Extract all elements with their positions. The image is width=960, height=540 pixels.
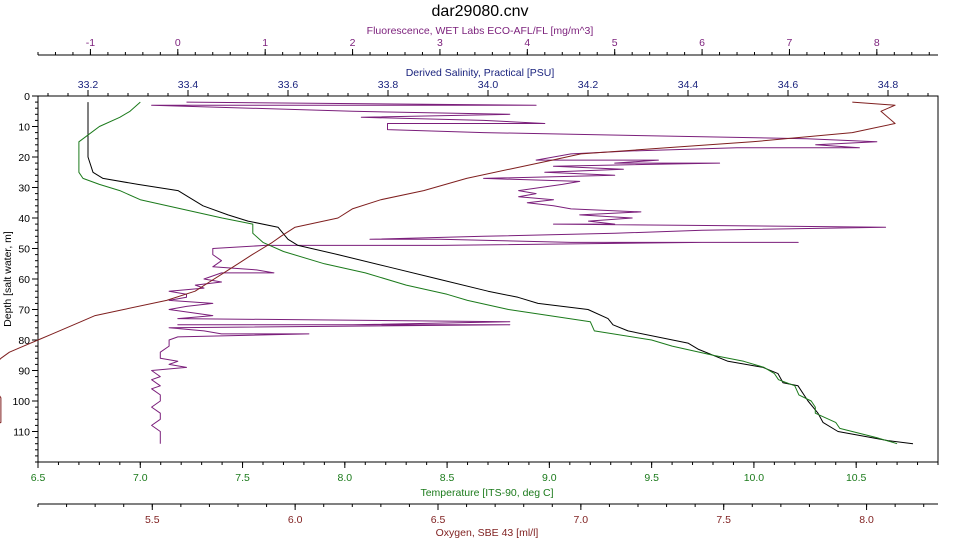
salinity-tick-label: 34.4: [678, 79, 699, 91]
oxygen-series-line: [0, 101, 896, 424]
temperature-tick-label: 7.5: [235, 472, 250, 484]
salinity-tick-label: 33.2: [78, 79, 99, 91]
oxygen-axis-label: Oxygen, SBE 43 [ml/l]: [436, 527, 539, 539]
fluorescence-axis: -1 0 1 2 3 4 5 6 7 8: [37, 37, 938, 56]
depth-tick-label: 90: [18, 366, 30, 378]
fluorescence-tick-label: 7: [787, 37, 793, 49]
depth-tick-label: 110: [13, 427, 30, 439]
oxygen-tick-label: 6.0: [288, 514, 303, 526]
fluorescence-axis-label: Fluorescence, WET Labs ECO-AFL/FL [mg/m^…: [367, 25, 594, 37]
oxygen-tick-label: 8.0: [859, 514, 874, 526]
salinity-tick-label: 34.0: [478, 79, 499, 91]
series-layer: [0, 101, 914, 445]
salinity-axis: 33.2 33.4 33.6 33.8 34.0 34.2 34.4 34.6 34.8: [38, 79, 938, 97]
salinity-axis-label: Derived Salinity, Practical [PSU]: [406, 67, 555, 79]
temperature-tick-label: 8.0: [338, 472, 353, 484]
salinity-tick-label: 33.8: [378, 79, 399, 91]
temperature-tick-label: 9.0: [542, 472, 557, 484]
temperature-tick-label: 9.5: [644, 472, 659, 484]
depth-tick-label: 80: [18, 335, 30, 347]
temperature-tick-label: 6.5: [31, 472, 46, 484]
fluorescence-tick-label: 8: [874, 37, 880, 49]
depth-tick-label: 20: [18, 152, 30, 164]
chart-title: dar29080.cnv: [432, 3, 529, 20]
depth-axis: 0 10 20 30 40 50 60 70 80 90 100 110: [12, 91, 38, 463]
fluorescence-tick-label: 3: [437, 37, 443, 49]
fluorescence-tick-label: -1: [86, 37, 95, 49]
salinity-tick-label: 34.8: [878, 79, 899, 91]
depth-tick-label: 100: [12, 396, 30, 408]
temperature-tick-label: 8.5: [440, 472, 455, 484]
fluorescence-tick-label: 1: [262, 37, 268, 49]
fluorescence-tick-label: 6: [699, 37, 705, 49]
depth-axis-label: Depth [salt water, m]: [2, 231, 14, 327]
oxygen-tick-label: 7.0: [574, 514, 589, 526]
depth-tick-label: 30: [18, 183, 30, 195]
fluorescence-tick-label: 2: [350, 37, 356, 49]
plot-frame: [37, 95, 939, 463]
temperature-tick-label: 10.0: [744, 472, 765, 484]
salinity-tick-label: 34.2: [578, 79, 599, 91]
depth-tick-label: 60: [18, 274, 30, 286]
oxygen-tick-label: 5.5: [145, 514, 160, 526]
fluorescence-tick-label: 5: [612, 37, 618, 49]
temperature-tick-label: 10.5: [846, 472, 867, 484]
salinity-tick-label: 33.4: [178, 79, 199, 91]
salinity-tick-label: 34.6: [778, 79, 799, 91]
temperature-axis: 6.5 7.0 7.5 8.0 8.5 9.0 9.5 10.0 10.5: [31, 461, 939, 484]
depth-tick-label: 0: [24, 91, 30, 103]
oxygen-tick-label: 7.5: [716, 514, 731, 526]
salinity-tick-label: 33.6: [278, 79, 299, 91]
depth-tick-label: 40: [18, 213, 30, 225]
oxygen-tick-label: 6.5: [431, 514, 446, 526]
temperature-tick-label: 7.0: [133, 472, 148, 484]
temperature-axis-label: Temperature [ITS-90, deg C]: [420, 487, 553, 499]
depth-tick-label: 50: [18, 244, 30, 256]
temperature-series-line: [78, 101, 898, 445]
depth-tick-label: 10: [18, 122, 30, 134]
fluorescence-tick-label: 4: [524, 37, 530, 49]
fluorescence-tick-label: 0: [175, 37, 181, 49]
fluorescence-series-line: [151, 101, 887, 444]
depth-tick-label: 70: [18, 305, 30, 317]
oxygen-axis: 5.5 6.0 6.5 7.0 7.5 8.0: [37, 503, 938, 526]
